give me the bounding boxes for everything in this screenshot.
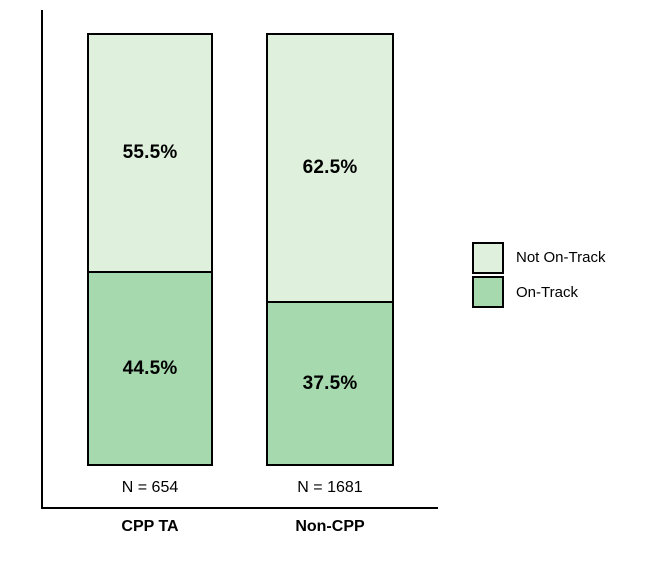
bar-segment-not-on-track: 55.5% <box>89 35 211 274</box>
bar-segment-not-on-track: 62.5% <box>268 35 392 304</box>
sample-size-label-non-cpp: N = 1681 <box>297 479 363 496</box>
segment-percent-label: 37.5% <box>302 372 358 394</box>
segment-percent-label: 55.5% <box>122 142 178 164</box>
x-axis-line <box>41 507 438 509</box>
legend-swatch-not-on-track <box>472 242 504 274</box>
legend-swatch-on-track <box>472 276 504 308</box>
stacked-bar-non-cpp: 62.5% 37.5% <box>266 33 394 466</box>
legend-label-on-track: On-Track <box>516 284 578 301</box>
bar-segment-on-track: 37.5% <box>268 303 392 464</box>
category-label-cpp-ta: CPP TA <box>121 518 179 535</box>
category-label-non-cpp: Non-CPP <box>295 518 365 535</box>
segment-percent-label: 62.5% <box>302 157 358 179</box>
legend-label-not-on-track: Not On-Track <box>516 249 606 266</box>
stacked-bar-cpp-ta: 55.5% 44.5% <box>87 33 213 466</box>
segment-percent-label: 44.5% <box>122 357 178 379</box>
sample-size-label-cpp-ta: N = 654 <box>121 479 179 496</box>
bar-segment-on-track: 44.5% <box>89 273 211 464</box>
y-axis-line <box>41 10 43 509</box>
